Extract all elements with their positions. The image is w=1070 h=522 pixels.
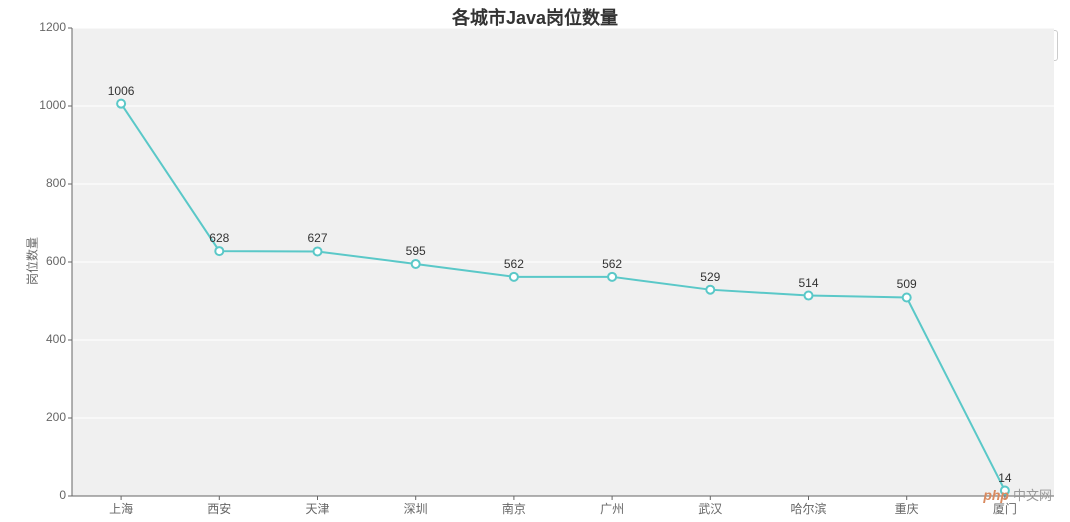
watermark: php 中文网 — [983, 485, 1052, 504]
data-point-label: 509 — [897, 277, 917, 291]
y-tick-label: 400 — [36, 332, 66, 346]
data-point-label: 595 — [406, 244, 426, 258]
x-tick-label: 上海 — [109, 500, 133, 517]
watermark-logo: php — [983, 487, 1009, 503]
x-tick-label: 重庆 — [895, 500, 919, 517]
data-point-label: 628 — [209, 231, 229, 245]
y-tick-label: 800 — [36, 176, 66, 190]
y-tick-label: 200 — [36, 410, 66, 424]
x-tick-label: 天津 — [305, 500, 329, 517]
y-tick-label: 1000 — [36, 98, 66, 112]
x-tick-label: 哈尔滨 — [790, 500, 826, 517]
data-point-label: 562 — [602, 257, 622, 271]
x-tick-label: 深圳 — [404, 500, 428, 517]
data-point-label: 1006 — [108, 84, 135, 98]
y-tick-label: 1200 — [36, 20, 66, 34]
x-tick-label: 西安 — [207, 500, 231, 517]
data-point-label: 529 — [700, 270, 720, 284]
y-tick-label: 0 — [36, 488, 66, 502]
x-tick-label: 武汉 — [698, 500, 722, 517]
data-point-label: 514 — [798, 276, 818, 290]
x-tick-label: 广州 — [600, 500, 624, 517]
chart-title: 各城市Java岗位数量 — [452, 4, 618, 30]
watermark-text: 中文网 — [1013, 485, 1052, 504]
data-point-label: 627 — [307, 231, 327, 245]
data-point-label: 562 — [504, 257, 524, 271]
y-tick-label: 600 — [36, 254, 66, 268]
plot-area — [72, 28, 1054, 496]
x-tick-label: 南京 — [502, 500, 526, 517]
data-point-label: 14 — [998, 471, 1011, 485]
chart-container: 各城市Java岗位数量 岗位数量 岗位数量 020040060080010001… — [0, 0, 1070, 522]
